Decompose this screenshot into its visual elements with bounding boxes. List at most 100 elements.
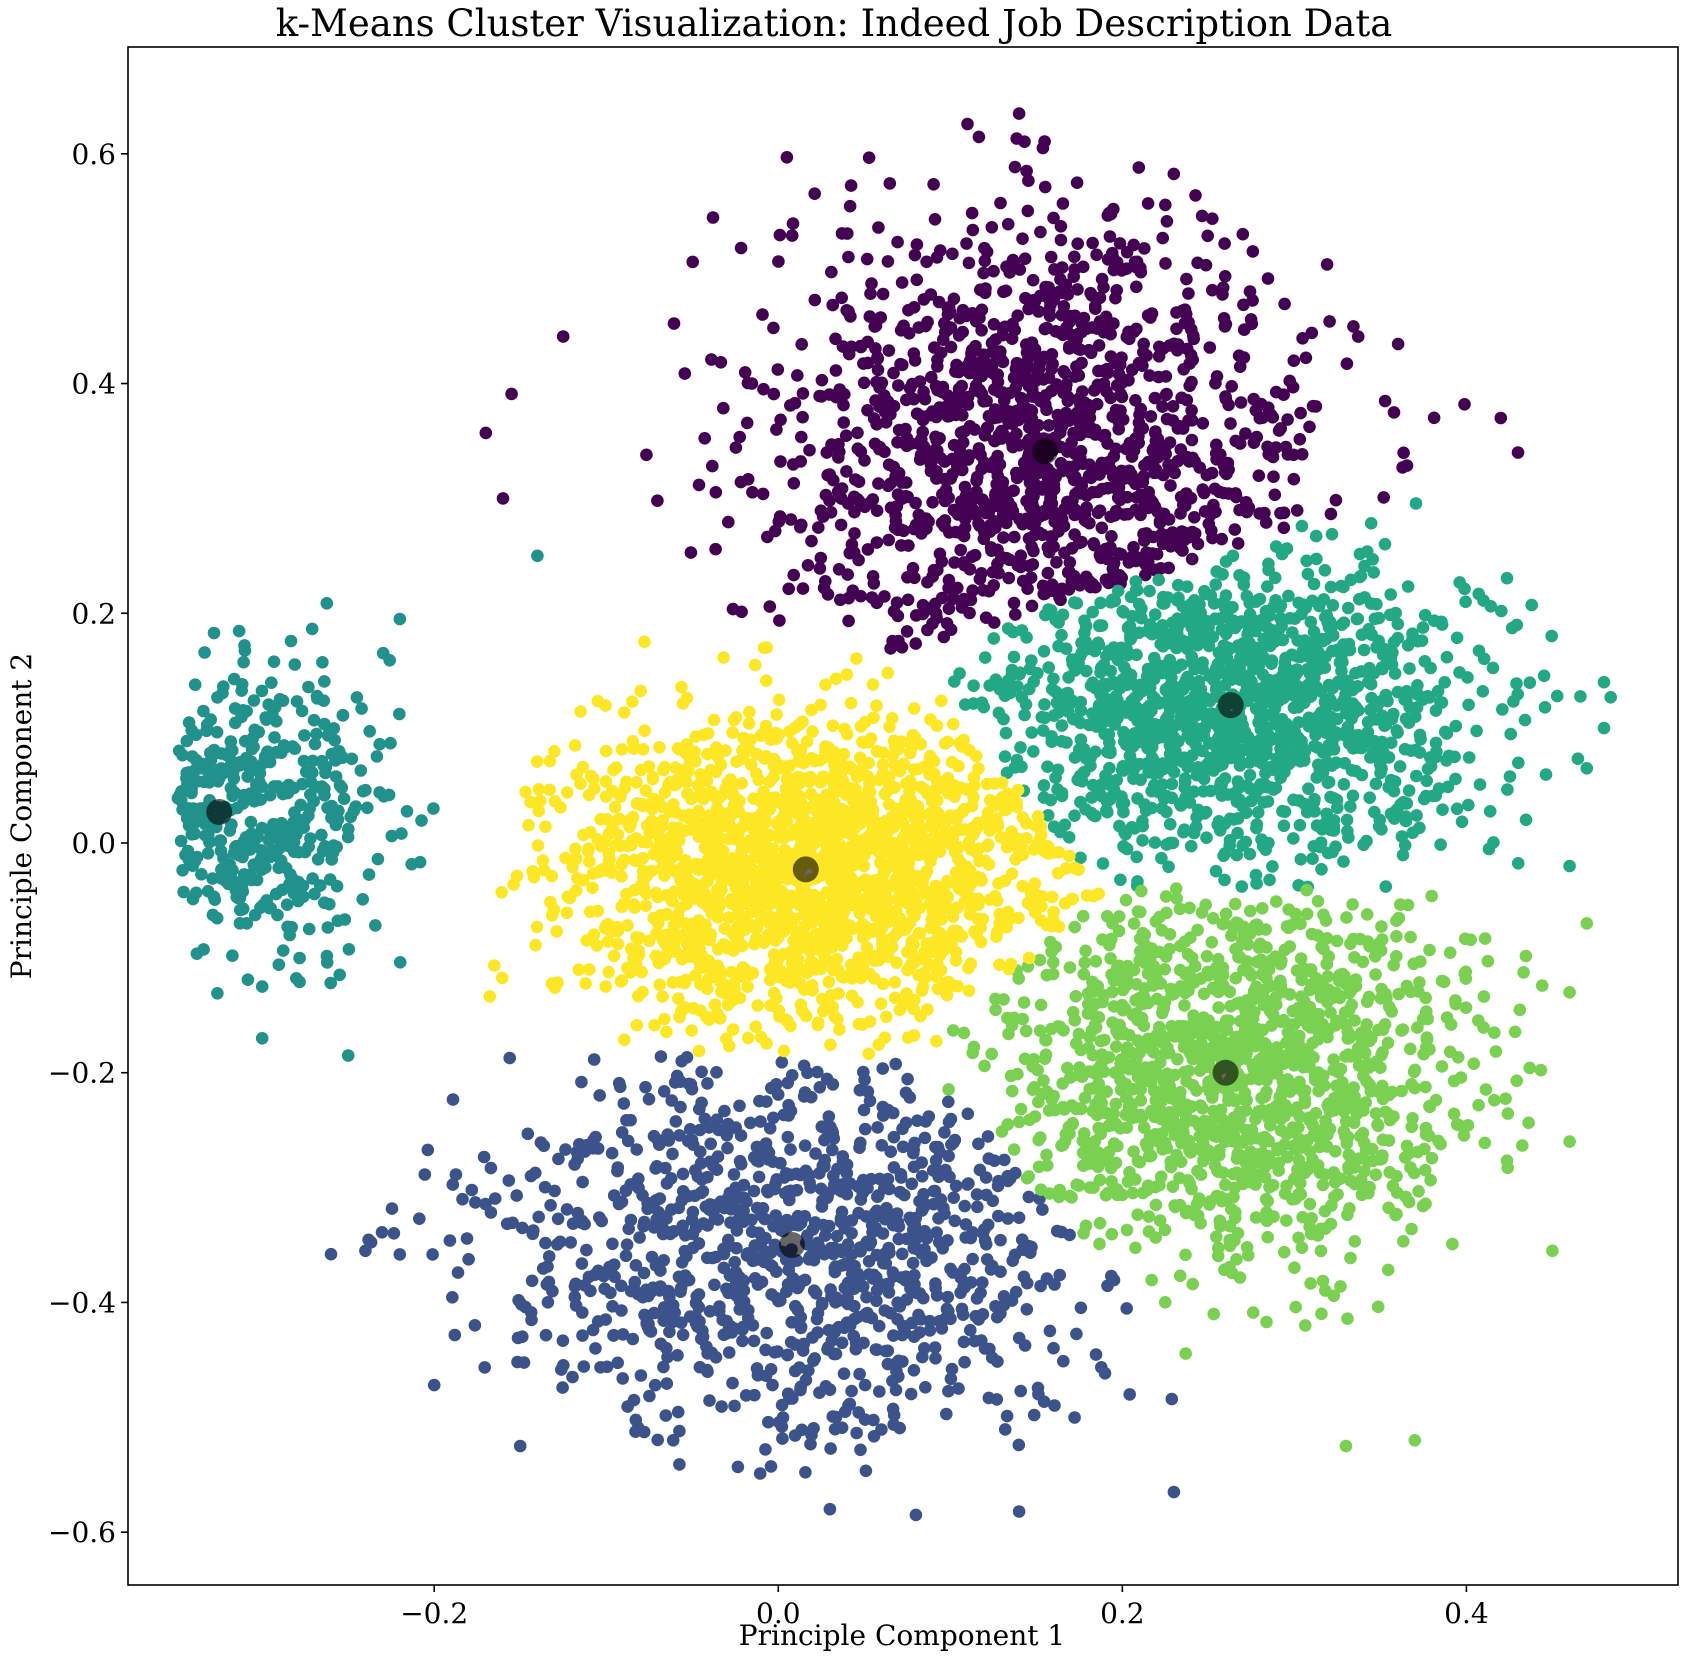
data-point — [784, 1143, 797, 1156]
data-point — [695, 1096, 708, 1110]
data-point — [1347, 1116, 1361, 1130]
data-point — [781, 1348, 795, 1362]
data-point — [318, 717, 331, 731]
data-point — [595, 1214, 608, 1228]
data-point — [1321, 616, 1334, 629]
data-point — [1320, 258, 1334, 271]
data-point — [791, 1302, 804, 1316]
data-point — [837, 1367, 851, 1380]
data-point — [789, 1218, 802, 1232]
data-point — [727, 1168, 741, 1181]
data-point — [1274, 674, 1287, 687]
data-point — [1435, 1060, 1449, 1073]
data-point — [684, 546, 698, 559]
data-point — [851, 426, 864, 440]
data-point — [1005, 663, 1019, 677]
data-point — [891, 609, 905, 623]
data-point — [1011, 559, 1024, 572]
data-point — [1070, 360, 1083, 373]
data-point — [922, 1110, 936, 1123]
data-point — [1342, 831, 1355, 844]
data-point — [952, 1382, 965, 1395]
data-point — [857, 1103, 871, 1117]
data-point — [647, 1306, 661, 1320]
data-point — [871, 363, 885, 377]
data-point — [1185, 552, 1199, 566]
data-point — [946, 247, 959, 261]
data-point — [947, 1191, 960, 1204]
data-point — [318, 840, 332, 853]
data-point — [846, 584, 860, 597]
data-point — [733, 1099, 746, 1113]
data-point — [1308, 793, 1321, 806]
data-point — [905, 1177, 919, 1191]
data-point — [756, 487, 770, 501]
data-point — [1132, 161, 1146, 174]
data-point — [1060, 687, 1073, 700]
data-point — [844, 179, 858, 192]
data-point — [1143, 584, 1156, 598]
data-point — [782, 1263, 795, 1277]
data-point — [600, 1360, 614, 1374]
data-point — [587, 1053, 601, 1066]
data-point — [1114, 679, 1127, 692]
data-point — [1344, 800, 1357, 813]
data-point — [305, 622, 319, 636]
data-point — [246, 731, 260, 745]
data-point — [611, 1161, 625, 1174]
data-point — [786, 1392, 799, 1405]
data-point — [1400, 1139, 1414, 1153]
data-point — [1104, 510, 1117, 523]
data-point — [496, 492, 510, 505]
data-point — [1438, 725, 1452, 739]
data-point — [1052, 706, 1065, 719]
data-point — [904, 437, 918, 450]
data-point — [723, 1269, 737, 1282]
data-point — [696, 1330, 710, 1344]
data-point — [1198, 807, 1211, 820]
data-point — [1353, 592, 1366, 606]
data-point — [991, 557, 1004, 571]
data-point — [1155, 802, 1169, 815]
data-point — [828, 1422, 842, 1436]
data-point — [1025, 654, 1038, 667]
data-point — [280, 898, 294, 911]
data-point — [1369, 777, 1383, 791]
data-point — [834, 1243, 847, 1256]
data-point — [1396, 461, 1409, 474]
data-point — [944, 321, 958, 334]
data-point — [1381, 1263, 1395, 1277]
data-point — [1371, 1300, 1385, 1314]
data-point — [369, 919, 382, 932]
data-point — [1238, 743, 1251, 756]
data-point — [1129, 550, 1143, 564]
data-point — [1434, 838, 1447, 851]
data-point — [695, 1065, 708, 1079]
data-point — [747, 1334, 761, 1348]
data-point — [848, 505, 861, 519]
data-point — [759, 1343, 772, 1357]
data-point — [890, 1364, 903, 1378]
data-point — [1268, 488, 1282, 502]
data-point — [639, 1080, 652, 1094]
data-point — [1154, 562, 1168, 575]
data-point — [1111, 584, 1125, 598]
data-point — [1044, 793, 1057, 807]
data-point — [1274, 506, 1287, 520]
data-point — [1143, 369, 1156, 382]
data-point — [1414, 733, 1427, 746]
data-point — [853, 1367, 866, 1381]
data-point — [1037, 645, 1051, 658]
data-point — [1024, 485, 1038, 499]
data-point — [1299, 1319, 1312, 1332]
data-point — [1215, 532, 1228, 546]
data-point — [1228, 523, 1242, 536]
data-point — [1274, 611, 1287, 625]
data-point — [1430, 745, 1443, 758]
data-point — [1055, 261, 1069, 274]
data-point — [895, 492, 909, 506]
data-point — [996, 475, 1010, 489]
data-point — [1303, 667, 1317, 681]
data-point — [385, 1202, 399, 1215]
data-point — [900, 625, 914, 638]
